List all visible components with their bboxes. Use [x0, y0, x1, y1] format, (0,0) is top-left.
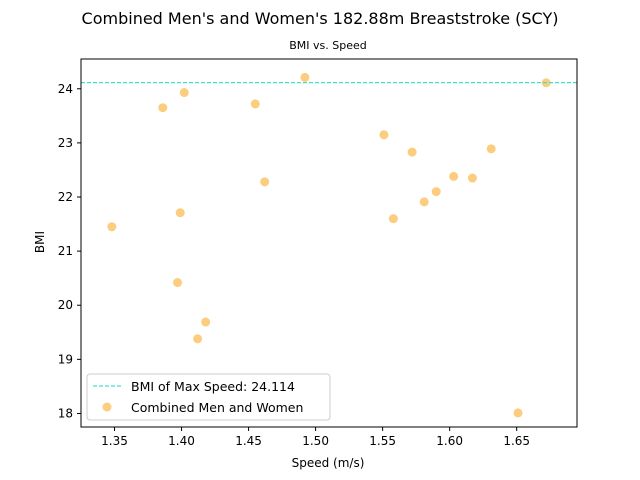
data-point	[467, 173, 477, 183]
data-point	[300, 72, 310, 82]
y-tick-label: 22	[58, 190, 73, 204]
legend-label-series: Combined Men and Women	[131, 400, 303, 415]
legend-label-reference: BMI of Max Speed: 24.114	[131, 379, 295, 394]
x-axis-label: Speed (m/s)	[292, 456, 365, 470]
data-point	[407, 147, 417, 157]
legend: BMI of Max Speed: 24.114 Combined Men an…	[86, 373, 331, 421]
data-point	[486, 144, 496, 154]
y-axis-label: BMI	[33, 231, 47, 253]
x-tick-label: 1.40	[168, 434, 195, 448]
data-point	[107, 222, 117, 232]
y-tick-label: 21	[58, 244, 73, 258]
data-point	[431, 187, 441, 197]
x-tick-label: 1.50	[302, 434, 329, 448]
data-points	[107, 72, 551, 418]
x-tick-label: 1.60	[436, 434, 463, 448]
data-point	[179, 88, 189, 98]
data-point	[388, 214, 398, 224]
x-tick-label: 1.55	[369, 434, 396, 448]
data-point	[201, 317, 211, 327]
y-tick-label: 23	[58, 136, 73, 150]
x-tick-label: 1.65	[503, 434, 530, 448]
data-point	[158, 103, 168, 113]
data-point	[260, 177, 270, 187]
y-tick-label: 19	[58, 352, 73, 366]
x-tick-label: 1.35	[101, 434, 128, 448]
chart-title: Combined Men's and Women's 182.88m Breas…	[82, 9, 559, 28]
data-point	[173, 278, 183, 288]
legend-marker-swatch	[102, 402, 112, 412]
data-point	[419, 197, 429, 207]
data-point	[193, 334, 203, 344]
x-tick-label: 1.45	[235, 434, 262, 448]
data-point	[379, 130, 389, 140]
y-axis-ticks: 18 19 20 21 22 23 24	[58, 82, 81, 420]
data-point	[513, 408, 523, 418]
chart-subtitle: BMI vs. Speed	[289, 39, 367, 52]
plot-area	[80, 58, 578, 428]
legend-box	[86, 373, 331, 421]
data-point	[449, 171, 459, 181]
y-tick-label: 24	[58, 82, 73, 96]
data-point	[175, 208, 185, 218]
y-tick-label: 20	[58, 298, 73, 312]
y-tick-label: 18	[58, 406, 73, 420]
x-axis-ticks: 1.35 1.40 1.45 1.50 1.55 1.60 1.65	[101, 427, 530, 448]
data-point	[250, 99, 260, 109]
